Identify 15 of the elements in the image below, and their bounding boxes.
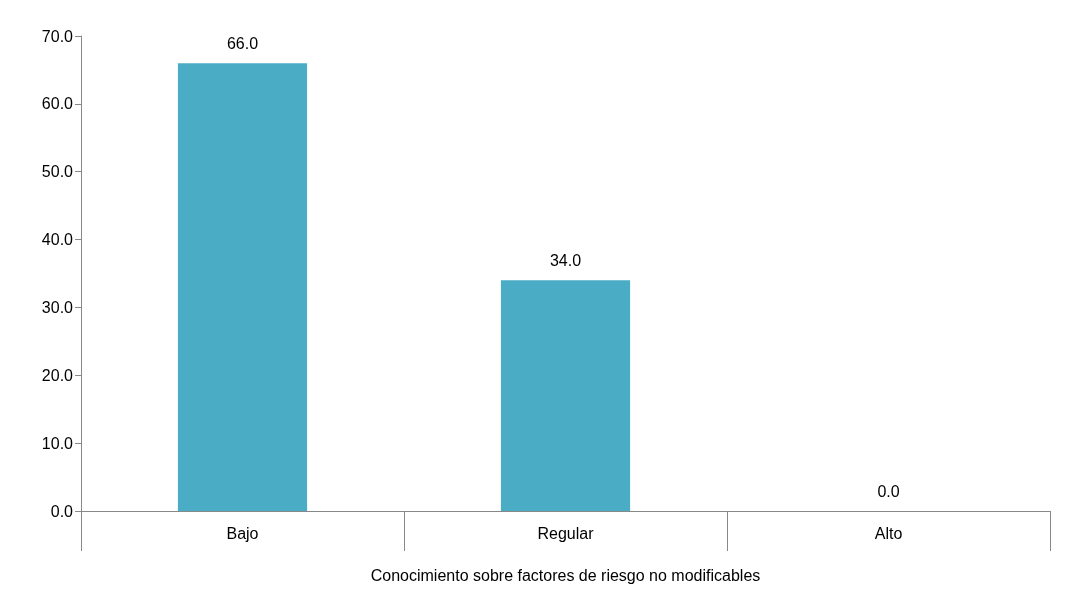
data-label: 0.0 [877, 482, 900, 500]
y-tick-label: 60.0 [41, 95, 74, 113]
x-tick-label: Alto [874, 524, 903, 542]
data-label: 34.0 [549, 251, 582, 269]
y-tick-label: 20.0 [41, 366, 74, 384]
y-tick-label: 30.0 [41, 298, 74, 316]
data-label: 66.0 [226, 34, 259, 52]
y-tick-label: 40.0 [41, 231, 74, 249]
y-tick-label: 0.0 [50, 502, 74, 520]
x-tick-label: Bajo [226, 524, 259, 542]
x-axis-title: Conocimiento sobre factores de riesgo no modificables [370, 566, 761, 584]
y-tick-label: 50.0 [41, 163, 74, 181]
x-tick-label: Regular [537, 524, 595, 542]
y-tick-label: 70.0 [41, 27, 74, 45]
y-tick-label: 10.0 [41, 434, 74, 452]
